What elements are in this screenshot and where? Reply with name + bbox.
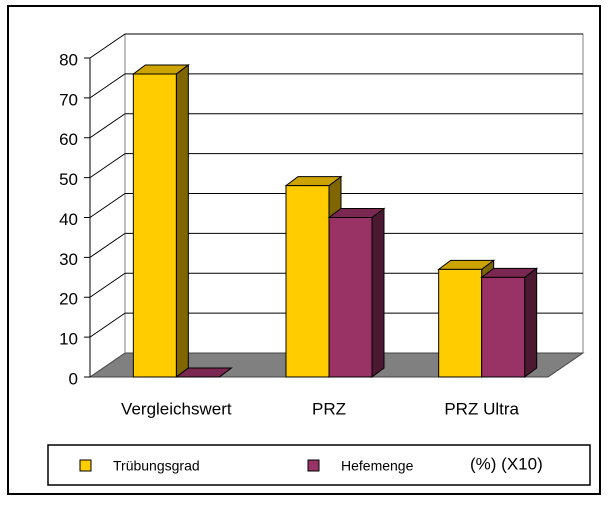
x-tick-label: PRZ Ultra [444,399,519,418]
y-tick-label: 60 [59,130,78,149]
y-tick-label: 70 [59,90,78,109]
bar-face [438,268,483,378]
bar [480,267,539,378]
y-tick-label: 80 [59,50,78,69]
grid-line [89,33,126,59]
y-tick-label: 0 [69,369,78,388]
legend-label: Hefemenge [341,458,414,474]
grid-line [89,272,126,298]
y-tick-label: 10 [59,330,78,349]
annotation: (%) (X10) [470,454,543,473]
x-tick-label: Vergleichswert [121,399,232,418]
bar-face [524,267,538,378]
bar-face [132,73,177,378]
grid-line [89,193,126,218]
grid-line [89,153,126,179]
grid-line [89,73,126,99]
bar-face [285,185,330,378]
bar [131,63,190,378]
bar [327,207,386,378]
y-tick-label: 40 [59,210,78,229]
bar-face [481,276,526,378]
legend-label: Trübungsgrad [113,458,200,474]
bar-face [328,217,373,378]
x-tick-label: PRZ [312,399,346,418]
grid-line [89,232,126,258]
y-tick-label: 30 [59,250,78,269]
bar [174,367,233,378]
grid-line [89,113,126,139]
y-tick-label: 20 [59,290,78,309]
bar-face [371,207,385,378]
legend-swatch [307,459,320,472]
y-tick-label: 50 [59,170,78,189]
legend-swatch [79,459,92,472]
bar-face [175,63,189,378]
grid-line [89,312,126,338]
